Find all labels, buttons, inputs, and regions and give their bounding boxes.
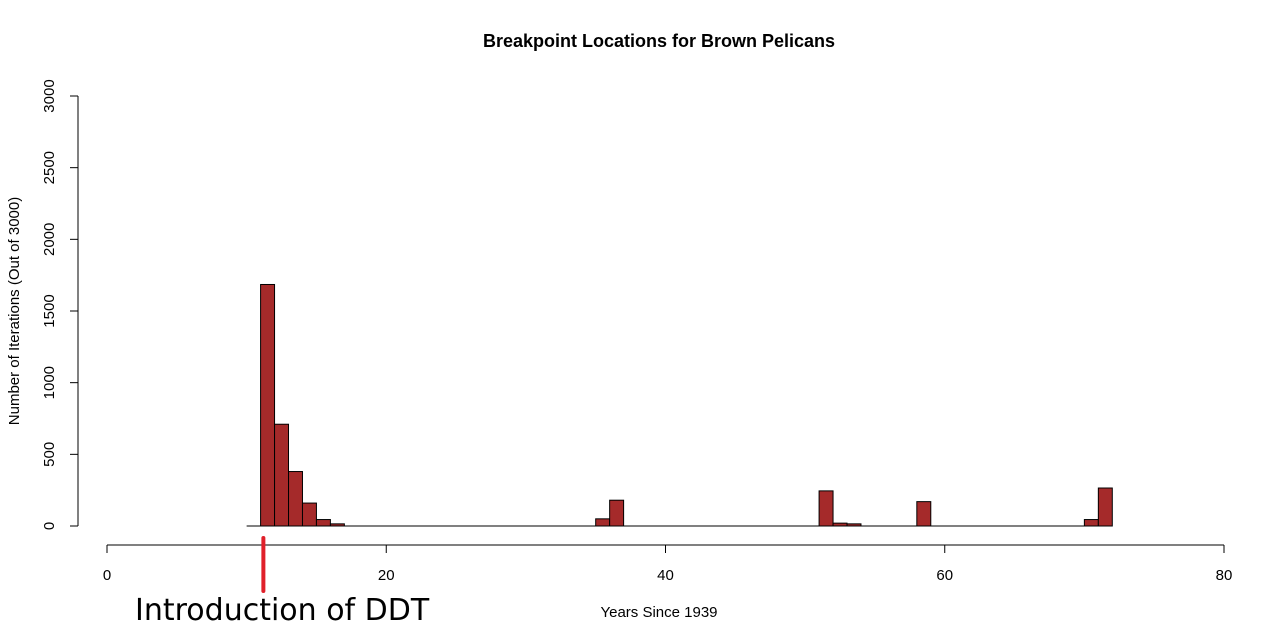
x-axis-label: Years Since 1939 <box>600 604 717 621</box>
x-tick-label: 80 <box>1216 567 1233 584</box>
y-tick-label: 0 <box>41 522 58 530</box>
y-tick-label: 2500 <box>41 151 58 184</box>
histogram-bar <box>609 499 625 527</box>
y-tick-label: 1000 <box>41 366 58 399</box>
x-axis: 0 20 40 60 80 <box>103 544 1233 584</box>
y-tick-label: 500 <box>41 442 58 467</box>
histogram-bar <box>260 283 276 527</box>
histogram-bar <box>818 490 834 527</box>
y-tick-label: 3000 <box>41 79 58 112</box>
histogram-bar <box>1097 487 1113 527</box>
histogram-bars <box>246 283 1113 527</box>
x-tick-label: 20 <box>378 567 395 584</box>
histogram-bar <box>288 471 303 527</box>
histogram-bar <box>274 423 290 527</box>
annotation-text: Introduction of DDT <box>135 593 430 628</box>
annotation-layer: Introduction of DDT <box>135 536 430 628</box>
x-tick-label: 60 <box>936 567 953 584</box>
histogram-bar <box>846 523 862 527</box>
histogram-bar <box>916 501 932 527</box>
histogram-bar <box>315 519 331 527</box>
chart-title: Breakpoint Locations for Brown Pelicans <box>483 31 835 51</box>
histogram-bar <box>329 523 345 527</box>
y-tick-label: 1500 <box>41 294 58 327</box>
histogram-bar <box>301 502 317 527</box>
histogram-bar <box>595 518 611 527</box>
histogram-bar <box>1083 519 1099 527</box>
y-axis-label: Number of Iterations (Out of 3000) <box>6 197 23 425</box>
y-axis: 0 500 1000 1500 2000 2500 3000 <box>41 79 79 530</box>
histogram-bar <box>832 522 848 527</box>
y-tick-label: 2000 <box>41 223 58 256</box>
x-tick-label: 40 <box>657 567 674 584</box>
x-tick-label: 0 <box>103 567 111 584</box>
